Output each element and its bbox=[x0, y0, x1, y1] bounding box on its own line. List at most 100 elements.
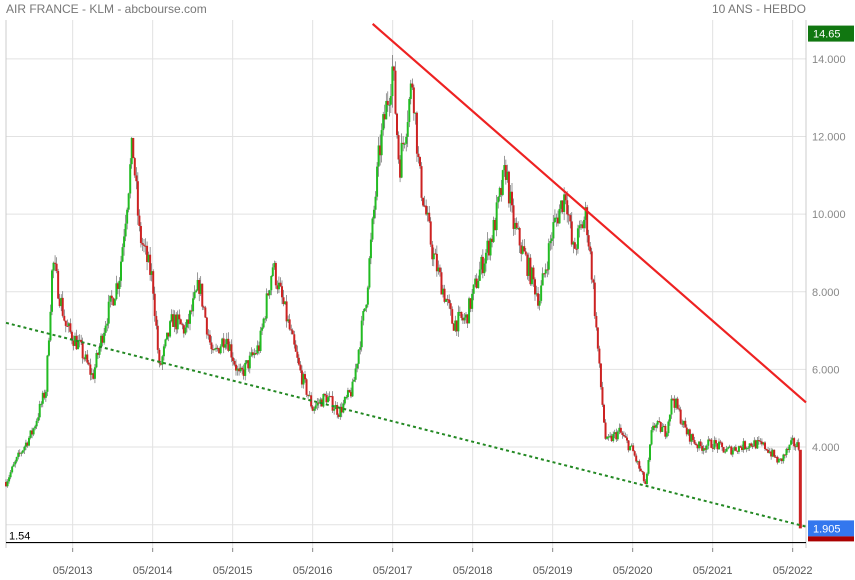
candle-body bbox=[583, 219, 586, 229]
candle-body bbox=[386, 100, 389, 105]
candle-body bbox=[440, 272, 443, 295]
candle-body bbox=[89, 364, 92, 375]
candle-body bbox=[722, 447, 725, 453]
candle-body bbox=[187, 319, 190, 324]
candle-body bbox=[721, 442, 724, 448]
candle-body bbox=[714, 440, 717, 444]
candle-body bbox=[173, 314, 176, 327]
candle-body bbox=[179, 319, 182, 325]
candle-body bbox=[604, 422, 607, 439]
candle-body bbox=[750, 443, 753, 446]
candle-body bbox=[793, 438, 796, 447]
candle-body bbox=[653, 425, 656, 428]
candle-body bbox=[435, 253, 438, 272]
candle-body bbox=[797, 442, 800, 450]
candle-body bbox=[474, 278, 477, 285]
candle-body bbox=[181, 324, 184, 326]
candle-body bbox=[219, 346, 222, 354]
candle-body bbox=[638, 461, 641, 469]
candle-body bbox=[426, 212, 429, 215]
candle-body bbox=[776, 456, 779, 463]
candle-body bbox=[274, 263, 277, 286]
candle-body bbox=[139, 225, 142, 243]
candle-body bbox=[116, 283, 119, 289]
candle-body bbox=[21, 450, 24, 453]
candle-body bbox=[360, 320, 363, 348]
candle-body bbox=[399, 159, 402, 178]
candle-body bbox=[161, 356, 164, 365]
candle-body bbox=[385, 100, 388, 120]
candle-body bbox=[158, 349, 161, 364]
candle-body bbox=[325, 395, 328, 403]
candle-body bbox=[484, 252, 487, 264]
x-tick-label: 05/2016 bbox=[293, 565, 333, 577]
candle-body bbox=[334, 405, 337, 410]
candle-body bbox=[57, 270, 60, 299]
candle-body bbox=[242, 369, 245, 376]
candle-body bbox=[149, 254, 152, 275]
candle-body bbox=[564, 194, 567, 201]
candle-body bbox=[406, 122, 409, 137]
candle-body bbox=[626, 437, 628, 441]
candle-body bbox=[271, 267, 274, 277]
candle-body bbox=[254, 353, 257, 355]
candle-body bbox=[523, 246, 526, 252]
candle-body bbox=[175, 314, 178, 330]
candle-body bbox=[405, 136, 408, 144]
candle-body bbox=[216, 347, 219, 349]
candle-body bbox=[425, 205, 428, 215]
x-tick-label: 05/2019 bbox=[533, 565, 573, 577]
candle-body bbox=[63, 315, 66, 321]
candle-body bbox=[688, 429, 691, 442]
candle-body bbox=[110, 295, 113, 299]
candle-body bbox=[691, 434, 694, 441]
candle-body bbox=[43, 392, 46, 398]
candle-body bbox=[130, 137, 133, 165]
candle-body bbox=[170, 314, 173, 322]
candle-body bbox=[369, 239, 372, 259]
candle-body bbox=[317, 402, 320, 404]
candle-body bbox=[530, 267, 533, 285]
candle-body bbox=[331, 396, 334, 411]
candle-body bbox=[104, 325, 107, 333]
candle-body bbox=[388, 104, 391, 106]
candle-body bbox=[504, 165, 507, 180]
candle-body bbox=[231, 357, 234, 361]
candle-body bbox=[327, 397, 329, 403]
price-tag-label: 14.65 bbox=[813, 29, 841, 41]
candle-body bbox=[281, 286, 283, 298]
candle-body bbox=[190, 310, 193, 312]
candle-body bbox=[584, 207, 587, 220]
candle-body bbox=[185, 319, 188, 328]
candle-body bbox=[138, 215, 141, 226]
candle-body bbox=[655, 424, 658, 428]
candle-body bbox=[304, 374, 306, 380]
candle-body bbox=[454, 320, 457, 331]
candle-body bbox=[98, 346, 101, 355]
x-tick-label: 05/2013 bbox=[53, 565, 93, 577]
candle-body bbox=[402, 142, 405, 144]
candle-body bbox=[544, 269, 547, 274]
candle-body bbox=[725, 448, 728, 452]
candle-body bbox=[685, 427, 688, 435]
candle-body bbox=[382, 114, 385, 131]
candle-body bbox=[699, 441, 702, 447]
candle-body bbox=[284, 301, 287, 305]
candle-body bbox=[724, 451, 727, 453]
candle-body bbox=[777, 458, 780, 463]
candle-body bbox=[374, 196, 377, 210]
candle-body bbox=[518, 228, 521, 246]
candle-body bbox=[389, 96, 392, 105]
timeframe-label: 10 ANS - HEBDO bbox=[711, 2, 806, 16]
candle-body bbox=[288, 319, 291, 330]
candle-body bbox=[751, 445, 754, 447]
candle-body bbox=[287, 319, 290, 322]
candle-body bbox=[719, 441, 722, 443]
candle-body bbox=[379, 145, 382, 156]
candle-body bbox=[176, 314, 179, 330]
candle-body bbox=[239, 367, 242, 372]
candle-body bbox=[75, 335, 78, 350]
candle-body bbox=[212, 349, 214, 351]
candle-body bbox=[296, 351, 299, 358]
candle-body bbox=[345, 396, 348, 398]
